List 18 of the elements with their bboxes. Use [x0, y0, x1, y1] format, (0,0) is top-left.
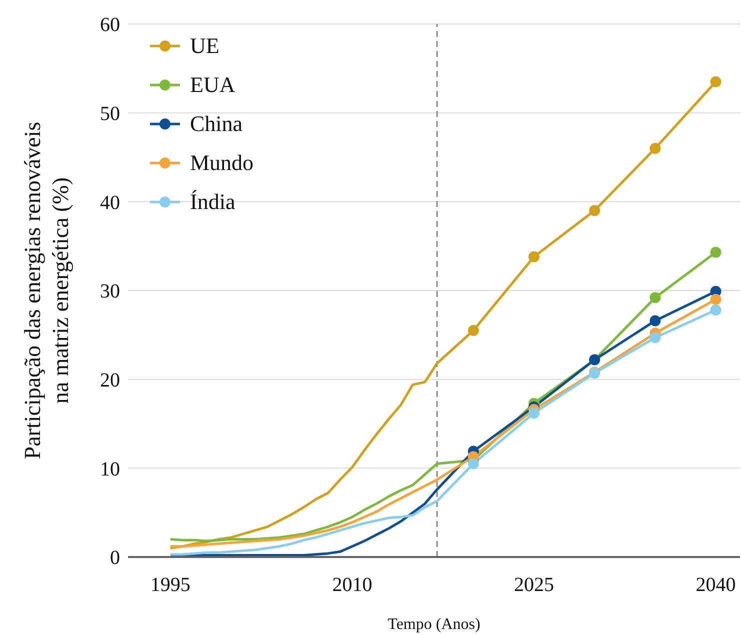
legend-label: UE — [190, 32, 220, 58]
legend-label: Índia — [190, 188, 236, 214]
y-axis-title: Participação das energias renováveis na matriz energética (%) — [20, 122, 73, 460]
y-tick-label: 20 — [100, 369, 120, 392]
legend-label: Mundo — [190, 150, 254, 176]
x-tick-label: 2040 — [696, 574, 736, 596]
y-tick-label: 30 — [100, 280, 120, 303]
x-tick-label: 2010 — [332, 574, 372, 596]
x-axis-title: Tempo (Anos) — [388, 616, 480, 633]
y-tick-label: 60 — [100, 14, 120, 36]
x-tick-label: 1995 — [150, 574, 190, 596]
y-tick-label: 50 — [100, 102, 120, 125]
legend-label: China — [190, 110, 243, 136]
y-tick-label: 10 — [100, 458, 120, 480]
legend-label: EUA — [190, 72, 236, 98]
x-tick-label: 2025 — [514, 574, 554, 596]
y-tick-label: 0 — [110, 547, 120, 570]
y-tick-label: 40 — [100, 192, 120, 214]
